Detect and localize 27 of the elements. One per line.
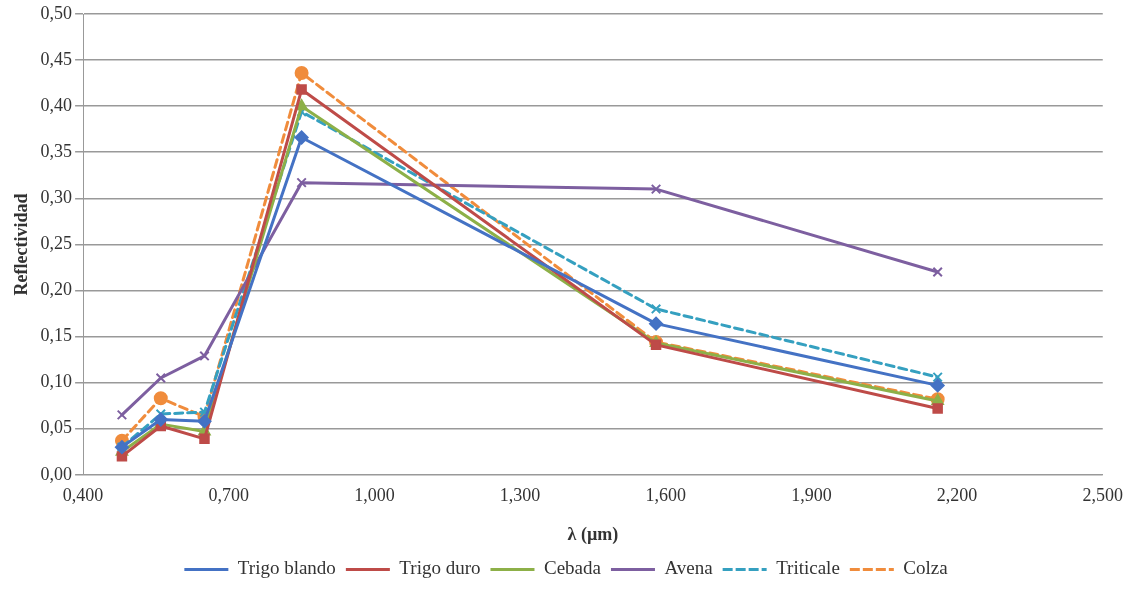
x-tick-label: 0,400 (62, 485, 104, 506)
y-tick-label: 0,40 (40, 94, 73, 115)
legend-label: Avena (664, 557, 714, 579)
y-tick-label: 0,15 (40, 325, 73, 346)
y-tick-label: 0,35 (40, 140, 73, 161)
y-tick-label: 0,50 (40, 2, 73, 23)
y-tick-label: 0,30 (40, 187, 73, 208)
y-tick-label: 0,25 (40, 233, 73, 254)
legend-label: Trigo blando (237, 557, 336, 579)
y-tick-label: 0,45 (40, 48, 73, 69)
y-tick-label: 0,00 (40, 463, 73, 484)
x-tick-label: 2,200 (936, 485, 978, 506)
y-tick-label: 0,10 (40, 371, 73, 392)
x-tick-label: 1,000 (354, 485, 395, 506)
legend-label: Colza (903, 557, 949, 579)
x-axis-title: λ (µm) (567, 523, 619, 545)
legend-label: Cebada (543, 557, 602, 579)
x-tick-label: 0,700 (208, 485, 250, 506)
x-tick-label: 1,300 (499, 485, 541, 506)
legend-label: Triticale (776, 557, 840, 579)
y-axis-title: Reflectividad (11, 193, 32, 296)
x-tick-label: 1,900 (791, 485, 832, 506)
legend-label: Trigo duro (399, 557, 481, 579)
x-tick-label: 2,500 (1082, 485, 1123, 506)
y-tick-label: 0,05 (40, 417, 73, 438)
x-tick-label: 1,600 (645, 485, 687, 506)
y-tick-label: 0,20 (40, 279, 73, 300)
